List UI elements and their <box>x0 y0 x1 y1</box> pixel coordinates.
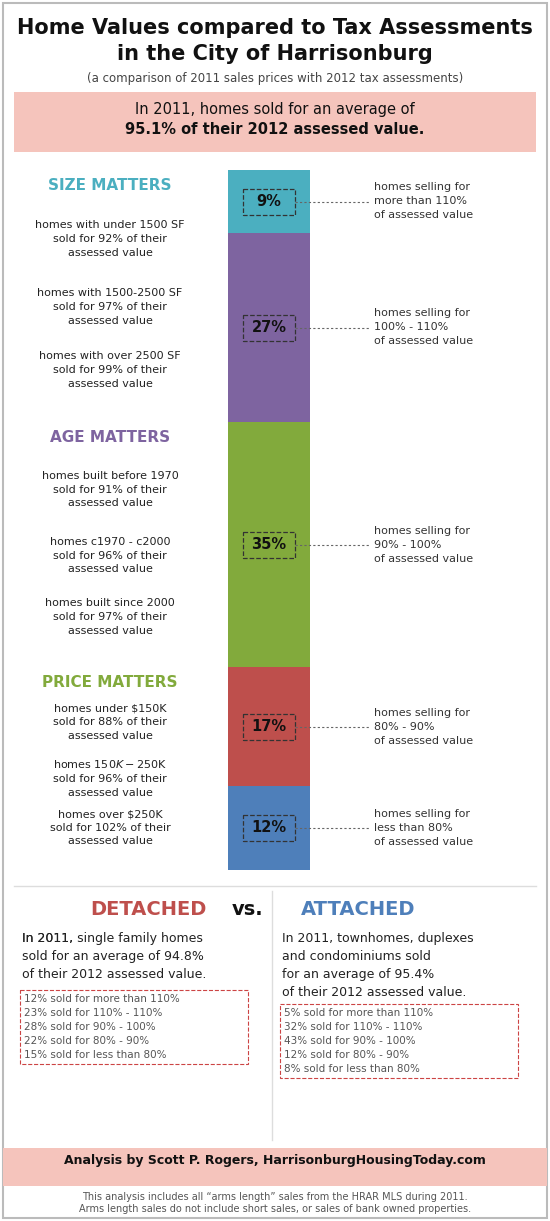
Bar <box>3 1148 547 1186</box>
Text: 12%: 12% <box>251 821 287 835</box>
Bar <box>228 233 310 422</box>
Text: homes c1970 - c2000
sold for 96% of their
assessed value: homes c1970 - c2000 sold for 96% of thei… <box>50 537 170 574</box>
Text: homes selling for
more than 110%
of assessed value: homes selling for more than 110% of asse… <box>374 182 473 221</box>
Text: AGE MATTERS: AGE MATTERS <box>50 430 170 444</box>
Text: homes selling for
less than 80%
of assessed value: homes selling for less than 80% of asses… <box>374 810 473 847</box>
Text: homes with 1500-2500 SF
sold for 97% of their
assessed value: homes with 1500-2500 SF sold for 97% of … <box>37 288 183 326</box>
Bar <box>228 667 310 786</box>
Text: Analysis by Scott P. Rogers, HarrisonburgHousingToday.com: Analysis by Scott P. Rogers, Harrisonbur… <box>64 1154 486 1167</box>
Bar <box>243 188 295 215</box>
Text: SIZE MATTERS: SIZE MATTERS <box>48 178 172 193</box>
Text: homes under $150K
sold for 88% of their
assessed value: homes under $150K sold for 88% of their … <box>53 703 167 741</box>
Text: 9%: 9% <box>256 194 282 209</box>
Text: 8% sold for less than 80%: 8% sold for less than 80% <box>284 1063 420 1074</box>
Text: vs.: vs. <box>232 900 264 919</box>
Text: homes with under 1500 SF
sold for 92% of their
assessed value: homes with under 1500 SF sold for 92% of… <box>35 221 185 258</box>
Text: In 2011, homes sold for an average of: In 2011, homes sold for an average of <box>135 103 415 117</box>
Bar <box>228 422 310 667</box>
Text: 27%: 27% <box>251 320 287 335</box>
Text: 95.1% of their 2012 assessed value.: 95.1% of their 2012 assessed value. <box>125 122 425 137</box>
Text: In 2011, townhomes, duplexes
and condominiums sold
for an average of 95.4%
of th: In 2011, townhomes, duplexes and condomi… <box>282 932 474 999</box>
Text: 32% sold for 110% - 110%: 32% sold for 110% - 110% <box>284 1022 422 1032</box>
Text: homes selling for
90% - 100%
of assessed value: homes selling for 90% - 100% of assessed… <box>374 525 473 564</box>
Text: 12% sold for 80% - 90%: 12% sold for 80% - 90% <box>284 1050 409 1060</box>
Text: PRICE MATTERS: PRICE MATTERS <box>42 675 178 690</box>
Text: homes built before 1970
sold for 91% of their
assessed value: homes built before 1970 sold for 91% of … <box>42 471 178 508</box>
Bar <box>243 315 295 341</box>
Bar <box>14 92 536 151</box>
Text: homes over $250K
sold for 102% of their
assessed value: homes over $250K sold for 102% of their … <box>50 810 170 846</box>
Text: Arms length sales do not include short sales, or sales of bank owned properties.: Arms length sales do not include short s… <box>79 1204 471 1214</box>
Bar <box>243 531 295 558</box>
Text: 23% sold for 110% - 110%: 23% sold for 110% - 110% <box>24 1009 162 1018</box>
Text: homes selling for
100% - 110%
of assessed value: homes selling for 100% - 110% of assesse… <box>374 309 473 347</box>
Bar <box>243 814 295 841</box>
Bar <box>280 1004 518 1078</box>
Text: 35%: 35% <box>251 537 287 552</box>
Bar <box>243 713 295 740</box>
Bar <box>228 786 310 871</box>
Text: DETACHED: DETACHED <box>90 900 206 919</box>
Text: In 2011,: In 2011, <box>22 932 77 945</box>
Text: homes $150K - $250K
sold for 96% of their
assessed value: homes $150K - $250K sold for 96% of thei… <box>53 758 167 797</box>
Text: 12% sold for more than 110%: 12% sold for more than 110% <box>24 994 180 1004</box>
Text: In 2011, single family homes
sold for an average of 94.8%
of their 2012 assessed: In 2011, single family homes sold for an… <box>22 932 206 980</box>
Bar <box>228 170 310 233</box>
Text: in the City of Harrisonburg: in the City of Harrisonburg <box>117 44 433 63</box>
Text: Home Values compared to Tax Assessments: Home Values compared to Tax Assessments <box>17 18 533 38</box>
Text: 28% sold for 90% - 100%: 28% sold for 90% - 100% <box>24 1022 156 1032</box>
Text: ATTACHED: ATTACHED <box>301 900 415 919</box>
Text: homes built since 2000
sold for 97% of their
assessed value: homes built since 2000 sold for 97% of t… <box>45 598 175 636</box>
Text: 43% sold for 90% - 100%: 43% sold for 90% - 100% <box>284 1035 416 1046</box>
Text: 15% sold for less than 80%: 15% sold for less than 80% <box>24 1050 167 1060</box>
Text: 17%: 17% <box>251 719 287 734</box>
Text: This analysis includes all “arms length” sales from the HRAR MLS during 2011.: This analysis includes all “arms length”… <box>82 1192 468 1201</box>
Text: 22% sold for 80% - 90%: 22% sold for 80% - 90% <box>24 1035 149 1046</box>
Text: 5% sold for more than 110%: 5% sold for more than 110% <box>284 1009 433 1018</box>
Text: homes with over 2500 SF
sold for 99% of their
assessed value: homes with over 2500 SF sold for 99% of … <box>39 352 181 388</box>
Text: homes selling for
80% - 90%
of assessed value: homes selling for 80% - 90% of assessed … <box>374 707 473 746</box>
Text: (a comparison of 2011 sales prices with 2012 tax assessments): (a comparison of 2011 sales prices with … <box>87 72 463 85</box>
Bar <box>20 990 248 1063</box>
